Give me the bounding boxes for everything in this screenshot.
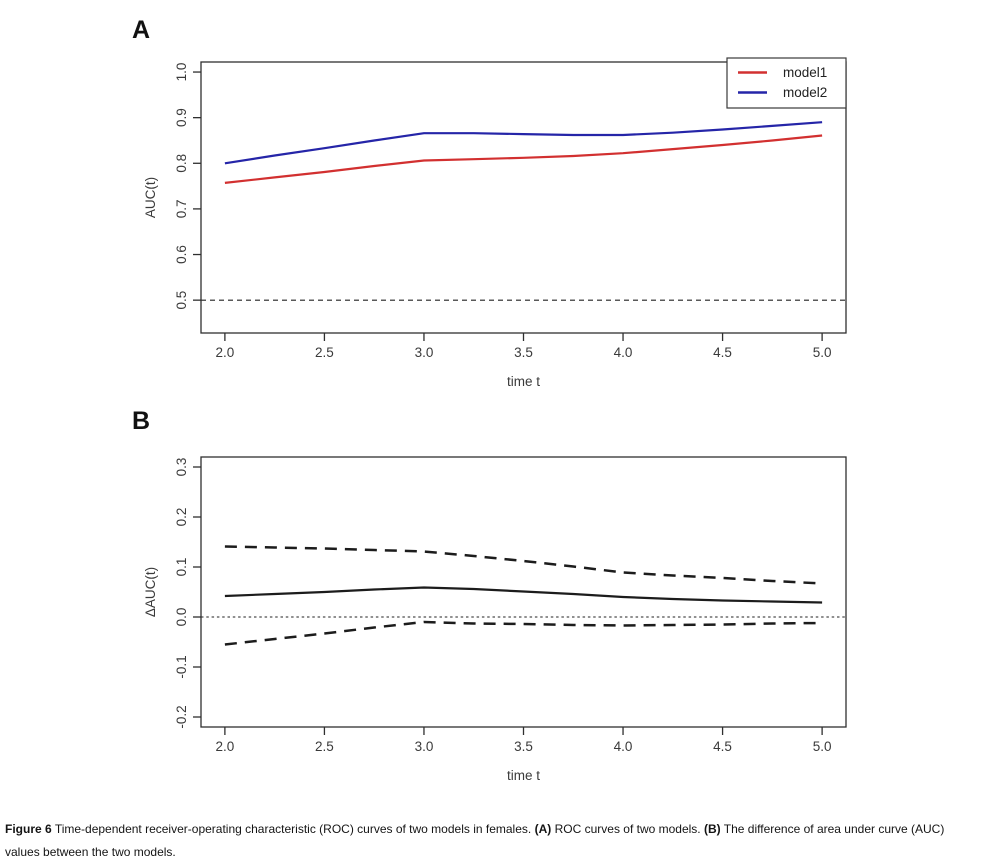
caption-main-text: Time-dependent receiver-operating charac…: [54, 822, 532, 836]
x-tick-label: 2.5: [315, 739, 334, 754]
x-tick-label: 2.0: [215, 739, 234, 754]
y-tick-label: 0.6: [174, 245, 189, 264]
y-tick-label: 0.7: [174, 200, 189, 219]
panel-B-x-axis-label: time t: [507, 768, 540, 783]
x-tick-label: 4.5: [713, 345, 732, 360]
caption-panel-b-label: (B): [703, 822, 721, 836]
x-tick-label: 2.5: [315, 345, 334, 360]
roc-figure-svg: A 2.0 2.5 3.0 3.5 4.0 4.5 5.0 0.5 0.6 0.7 0.8 0.9 1.0…: [132, 16, 847, 783]
panel-A: A 2.0 2.5 3.0 3.5 4.0 4.5 5.0 0.5 0.6 0.7 0.8 0.9 1.0…: [132, 16, 847, 389]
panel-B: B 2.0 2.5 3.0 3.5 4.0 4.5 5.0 -0.2 -0.1 0.0 0.1 0.2 0…: [132, 407, 847, 783]
x-tick-label: 2.0: [215, 345, 234, 360]
legend-box: [726, 57, 847, 109]
legend: model1 model2: [726, 57, 847, 109]
caption-figure-label: Figure 6: [5, 822, 52, 836]
y-tick-label: 0.8: [174, 154, 189, 173]
x-tick-label: 3.0: [415, 345, 434, 360]
panel-A-y-axis-label: AUC(t): [143, 177, 158, 218]
panel-B-label: B: [132, 407, 150, 435]
y-tick-label: 0.2: [174, 508, 189, 527]
panel-A-series-model2: [224, 121, 823, 165]
panel-B-y-axis-label: ΔAUC(t): [143, 567, 158, 617]
panel-A-series-model1: [224, 134, 823, 184]
legend-label-model2: model2: [783, 85, 827, 100]
x-tick-label: 5.0: [813, 345, 832, 360]
x-tick-label: 4.0: [614, 345, 633, 360]
x-tick-label: 3.5: [514, 345, 533, 360]
y-tick-label: 0.5: [174, 291, 189, 310]
panel-A-x-axis-label: time t: [507, 374, 540, 389]
x-tick-label: 4.0: [614, 739, 633, 754]
legend-label-model1: model1: [783, 65, 827, 80]
figure-caption: Figure 6 Time-dependent receiver-operati…: [5, 818, 977, 864]
y-tick-label: 0.0: [174, 608, 189, 627]
y-tick-label: 0.9: [174, 108, 189, 127]
panel-B-series-difference: [224, 586, 823, 604]
caption-panel-a-label: (A): [534, 822, 552, 836]
caption-panel-a-text: ROC curves of two models.: [554, 822, 701, 836]
caption-panel-b-text: The difference of area under curve (AUC)…: [5, 822, 945, 859]
x-tick-label: 3.0: [415, 739, 434, 754]
panel-B-series-upper-confidence-bound: [224, 545, 823, 585]
y-tick-label: 0.1: [174, 558, 189, 577]
y-tick-label: 0.3: [174, 458, 189, 477]
x-tick-label: 4.5: [713, 739, 732, 754]
panel-B-series-lower-confidence-bound: [224, 620, 823, 646]
x-tick-label: 3.5: [514, 739, 533, 754]
y-tick-label: -0.1: [174, 655, 189, 678]
panel-A-label: A: [132, 16, 150, 44]
y-tick-label: 1.0: [174, 63, 189, 82]
y-tick-label: -0.2: [174, 705, 189, 728]
x-tick-label: 5.0: [813, 739, 832, 754]
